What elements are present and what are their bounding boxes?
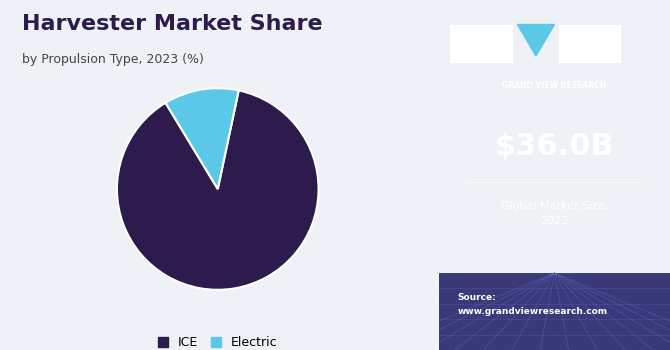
Text: Harvester Market Share: Harvester Market Share: [22, 14, 322, 35]
Legend: ICE, Electric: ICE, Electric: [158, 336, 277, 349]
Wedge shape: [165, 88, 239, 189]
Text: by Propulsion Type, 2023 (%): by Propulsion Type, 2023 (%): [22, 53, 204, 66]
Text: $36.0B: $36.0B: [494, 133, 614, 161]
FancyBboxPatch shape: [439, 273, 670, 350]
FancyBboxPatch shape: [559, 25, 622, 63]
Text: GRAND VIEW RESEARCH: GRAND VIEW RESEARCH: [502, 80, 606, 90]
FancyBboxPatch shape: [450, 25, 513, 63]
Wedge shape: [117, 90, 318, 290]
Text: Source:
www.grandviewresearch.com: Source: www.grandviewresearch.com: [458, 293, 608, 316]
Polygon shape: [517, 25, 554, 56]
Text: Global Market Size,
2023: Global Market Size, 2023: [500, 202, 608, 225]
